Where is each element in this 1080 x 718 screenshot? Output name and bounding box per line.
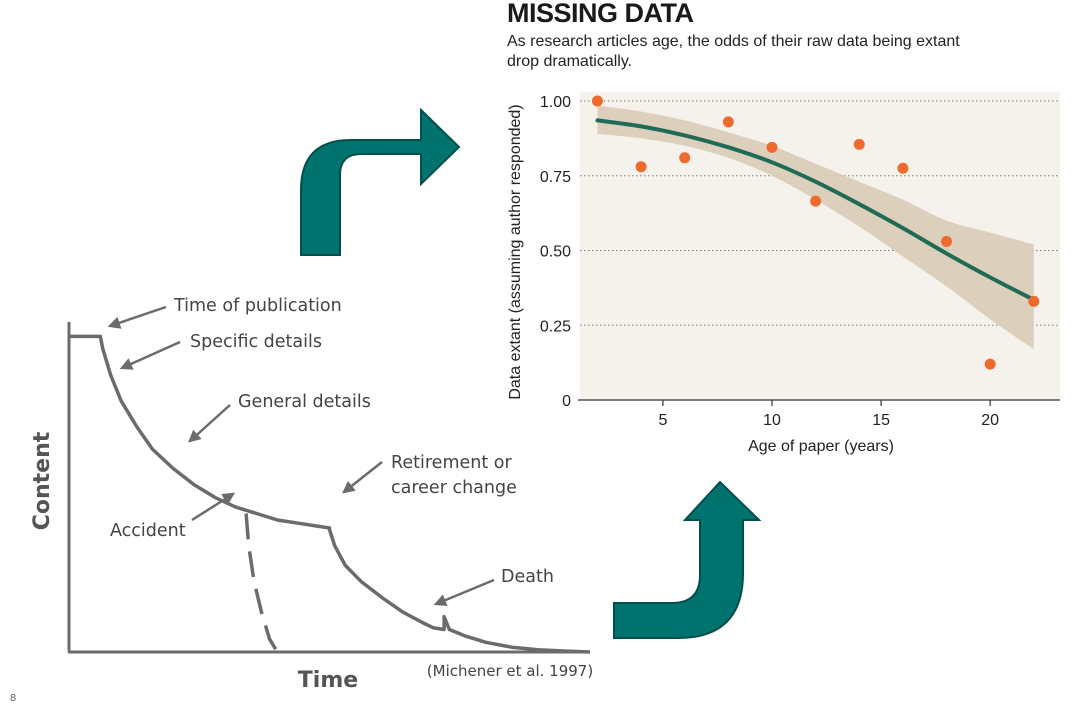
x-tick-marks (662, 400, 991, 406)
content-axis-label: Content (30, 431, 55, 530)
citation: (Michener et al. 1997) (427, 662, 593, 680)
content-decay-chart: Content Time (Michener et al. 1997) Time… (30, 296, 593, 693)
annotation-specific-details: Specific details (190, 332, 322, 352)
annotation-arrow (433, 578, 495, 606)
annotation-arrow (342, 461, 383, 494)
y-tick-label: 0.75 (540, 169, 571, 186)
fit-curve (595, 118, 1036, 302)
y-tick-label: 0.50 (540, 244, 571, 261)
y-tick-label: 0 (562, 393, 571, 410)
annotation-arrow (119, 340, 181, 370)
data-point (984, 358, 996, 370)
arrow-turn-right-icon (300, 107, 461, 256)
y-tick-label: 1.00 (540, 94, 571, 111)
x-axis-label: Age of paper (years) (748, 438, 894, 455)
data-point (679, 152, 691, 164)
chart-subtitle-line-2: drop dramatically. (507, 53, 632, 70)
y-axis-label: Data extant (assuming author responded) (507, 104, 524, 399)
x-tick-label: 20 (981, 412, 999, 429)
data-points (591, 95, 1040, 370)
data-point (853, 138, 865, 150)
confidence-band (597, 105, 1034, 350)
missing-data-chart: MISSING DATA As research articles age, t… (507, 0, 1060, 455)
annotation-arrow (107, 305, 167, 329)
data-point (941, 236, 953, 248)
annotation-death: Death (501, 567, 554, 587)
chart-subtitle-line-1: As research articles age, the odds of th… (507, 33, 960, 50)
y-tick-labels: 0 0.25 0.50 0.75 1.00 (540, 94, 571, 410)
arrow-turn-up-icon (613, 480, 762, 639)
data-point (722, 116, 734, 128)
data-point (897, 162, 909, 174)
data-point (810, 195, 822, 207)
x-tick-label: 15 (872, 412, 890, 429)
data-point (1028, 295, 1040, 307)
accident-decay-curve (244, 513, 279, 653)
time-axis-label: Time (298, 668, 358, 693)
annotation-general-details: General details (238, 392, 371, 412)
chart-title: MISSING DATA (507, 0, 694, 28)
annotation-arrow (188, 404, 231, 443)
annotation-retirement-line-1: Retirement or (391, 453, 512, 473)
data-point (635, 161, 647, 173)
content-decay-curve (69, 334, 591, 654)
annotation-time-of-publication: Time of publication (173, 296, 342, 316)
x-tick-label: 5 (658, 412, 667, 429)
page-number: 8 (10, 693, 16, 704)
x-tick-label: 10 (763, 412, 781, 429)
annotation-arrow (191, 492, 236, 522)
annotation-retirement-line-2: career change (391, 478, 517, 498)
y-tick-label: 0.25 (540, 318, 571, 335)
annotation-accident: Accident (110, 521, 186, 541)
x-tick-labels: 5 10 15 20 (658, 412, 999, 429)
data-point (591, 95, 603, 107)
data-point (766, 141, 778, 153)
